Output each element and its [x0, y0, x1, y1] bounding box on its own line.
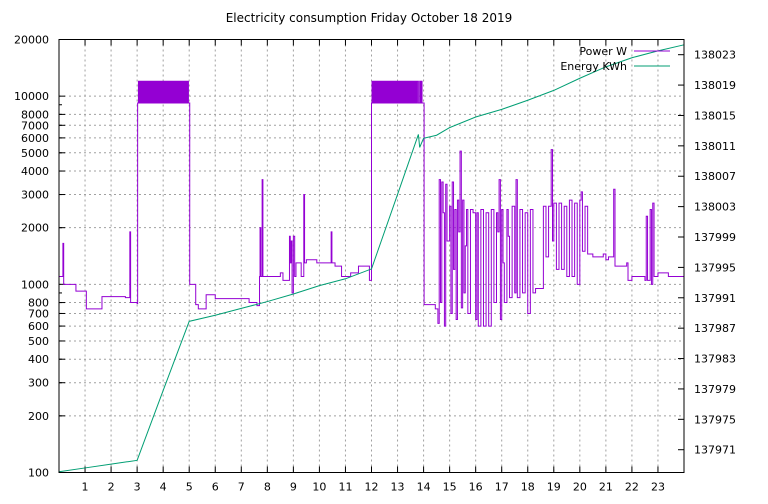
y-tick-label: 20000: [14, 34, 49, 47]
x-tick-label: 23: [651, 481, 665, 494]
power-series-line: [59, 80, 684, 327]
y2-tick-label: 138003: [694, 201, 736, 214]
y-tick-label: 10000: [14, 90, 49, 103]
legend-label: Energy KWh: [560, 60, 627, 73]
y2-tick-label: 137979: [694, 383, 736, 396]
x-tick-label: 1: [82, 481, 89, 494]
x-tick-label: 5: [186, 481, 193, 494]
x-tick-label: 9: [290, 481, 297, 494]
x-tick-label: 15: [443, 481, 457, 494]
energy-series-line: [58, 44, 685, 473]
y-tick-label: 800: [28, 297, 49, 310]
x-tick-label: 13: [391, 481, 405, 494]
y-tick-label: 200: [28, 410, 49, 423]
x-tick-label: 2: [108, 481, 115, 494]
y2-tick-label: 138023: [694, 49, 736, 62]
x-tick-label: 16: [469, 481, 483, 494]
y-tick-label: 1000: [21, 278, 49, 291]
y-tick-label: 5000: [21, 147, 49, 160]
x-tick-label: 20: [573, 481, 587, 494]
y2-tick-label: 137983: [694, 353, 736, 366]
y2-tick-label: 137999: [694, 231, 736, 244]
y-tick-label: 8000: [21, 108, 49, 121]
legend: Power W Energy KWh: [560, 45, 670, 73]
legend-label: Power W: [579, 45, 627, 58]
y2-tick-label: 138011: [694, 140, 736, 153]
y2-tick-label: 137991: [694, 292, 736, 305]
plot-frame: [58, 39, 685, 473]
y-tick-label: 6000: [21, 132, 49, 145]
chart-title: Electricity consumption Friday October 1…: [226, 11, 513, 25]
y2-tick-label: 137975: [694, 413, 736, 426]
y-tick-label: 600: [28, 320, 49, 333]
x-tick-label: 17: [495, 481, 509, 494]
x-tick-label: 12: [365, 481, 379, 494]
y2-tick-label: 138019: [694, 79, 736, 92]
y-tick-label: 700: [28, 307, 49, 320]
x-tick-label: 3: [134, 481, 141, 494]
y-tick-label: 300: [28, 377, 49, 390]
y-tick-label: 2000: [21, 222, 49, 235]
y2-tick-label: 137987: [694, 322, 736, 335]
x-tick-label: 10: [312, 481, 326, 494]
y-tick-label: 400: [28, 353, 49, 366]
y2-tick-label: 138015: [694, 109, 736, 122]
y-tick-label: 500: [28, 335, 49, 348]
y2-tick-label: 138007: [694, 170, 736, 183]
x-tick-label: 14: [417, 481, 431, 494]
y-tick-label: 3000: [21, 189, 49, 202]
y-tick-label: 7000: [21, 119, 49, 132]
y-tick-label: 4000: [21, 165, 49, 178]
x-tick-label: 18: [521, 481, 535, 494]
x-tick-label: 8: [264, 481, 271, 494]
axes: 1 2 3 4 5 6 7 8 9 10 11 12 13 14 15 16 17 18 19 20 21 22 23100…: [14, 34, 736, 494]
x-tick-label: 4: [160, 481, 167, 494]
y-tick-label: 100: [28, 467, 49, 480]
x-tick-label: 7: [238, 481, 245, 494]
series-layer: [58, 44, 685, 473]
x-tick-label: 6: [212, 481, 219, 494]
x-tick-label: 19: [547, 481, 561, 494]
y2-tick-label: 137971: [694, 444, 736, 457]
y2-tick-label: 137995: [694, 261, 736, 274]
x-tick-label: 11: [338, 481, 352, 494]
x-tick-label: 21: [599, 481, 613, 494]
x-tick-label: 22: [625, 481, 639, 494]
